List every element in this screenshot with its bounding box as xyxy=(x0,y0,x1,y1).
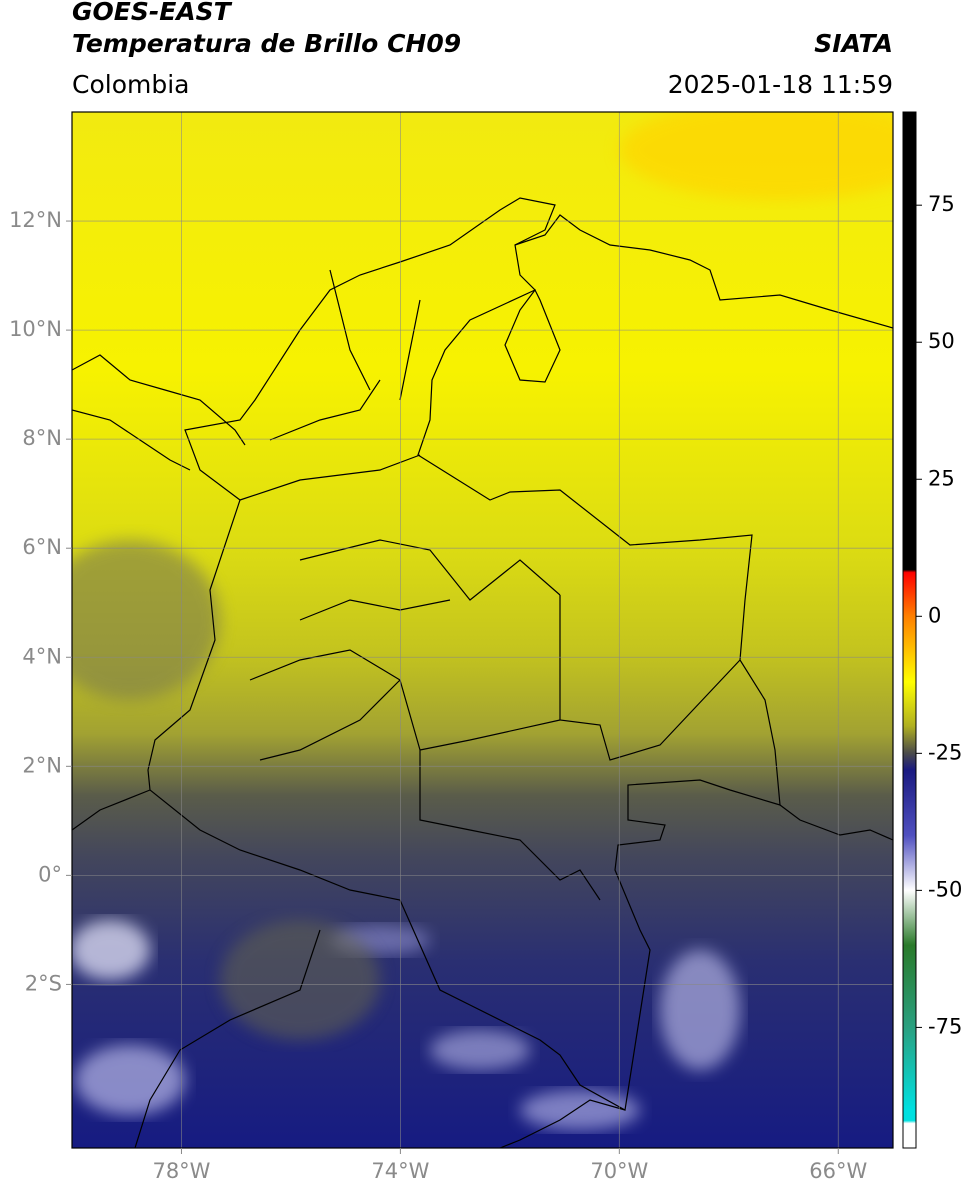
venezuela-coast xyxy=(514,214,893,329)
y-tick-label: 8°N xyxy=(22,426,62,450)
subtitle: Temperatura de Brillo CH09 xyxy=(72,29,461,58)
cloud xyxy=(660,950,740,1070)
source: SIATA xyxy=(814,29,893,58)
colorbar-tick-label: -75 xyxy=(928,1014,962,1038)
cloud xyxy=(520,1090,640,1130)
cloud xyxy=(75,1045,185,1115)
y-tick-label: 12°N xyxy=(9,208,62,232)
x-tick-label: 70°W xyxy=(590,1159,648,1183)
colorbar-tick-label: 75 xyxy=(928,192,955,216)
y-tick-label: 4°N xyxy=(22,644,62,668)
x-tick-label: 74°W xyxy=(371,1159,429,1183)
colorbar-tick-label: -50 xyxy=(928,877,962,901)
department-borders xyxy=(239,269,741,901)
cloud xyxy=(72,540,220,700)
datetime: 2025-01-18 11:59 xyxy=(668,70,893,99)
colorbar-tick-label: 0 xyxy=(928,603,941,627)
y-tick-label: 0° xyxy=(38,862,62,886)
y-tick-label: 2°N xyxy=(22,753,62,777)
colorbar-tick-label: -25 xyxy=(928,740,962,764)
lake-maracaibo xyxy=(504,288,561,383)
title: GOES-EAST xyxy=(72,0,233,26)
brazil-border xyxy=(499,1099,626,1148)
peru-border xyxy=(134,929,321,1148)
colorbar-tick-label: 50 xyxy=(928,329,955,353)
y-tick-label: 10°N xyxy=(9,317,62,341)
y-tick-label: 6°N xyxy=(22,535,62,559)
panama-coast xyxy=(72,354,246,446)
panama-coast xyxy=(72,409,191,471)
venezuela-border xyxy=(779,804,893,841)
x-tick-label: 78°W xyxy=(152,1159,210,1183)
region: Colombia xyxy=(72,70,189,99)
colorbar xyxy=(902,111,917,1149)
colorbar-tick-label: 25 xyxy=(928,466,955,490)
map-frame xyxy=(71,111,894,1149)
y-tick-label: 2°S xyxy=(25,971,62,995)
cloud xyxy=(220,920,380,1040)
borders xyxy=(72,197,893,1148)
x-tick-label: 66°W xyxy=(809,1159,867,1183)
ecuador-coast xyxy=(72,789,151,831)
imagery xyxy=(72,112,893,1148)
warm-area xyxy=(620,112,893,200)
cloud xyxy=(72,920,150,980)
cloud xyxy=(430,1030,530,1070)
